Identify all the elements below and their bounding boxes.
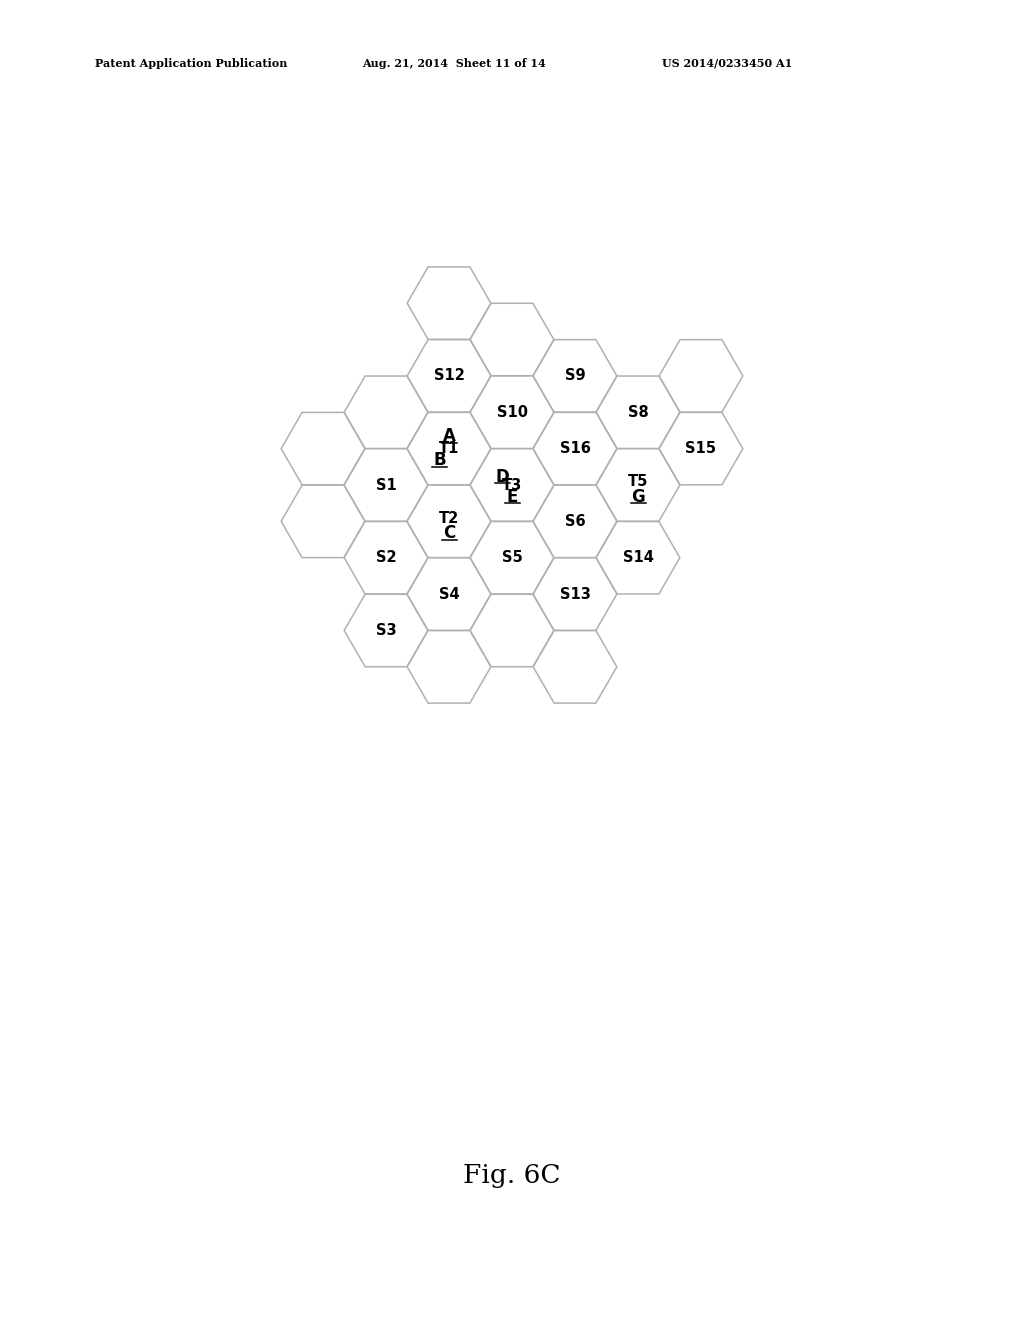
Polygon shape [470, 376, 554, 449]
Polygon shape [408, 558, 490, 631]
Polygon shape [659, 339, 742, 412]
Polygon shape [470, 449, 554, 521]
Text: G: G [631, 488, 645, 506]
Text: T5: T5 [628, 474, 648, 490]
Text: S15: S15 [685, 441, 717, 457]
Polygon shape [534, 339, 616, 412]
Text: S8: S8 [628, 405, 648, 420]
Text: Fig. 6C: Fig. 6C [463, 1163, 561, 1188]
Text: S6: S6 [564, 513, 586, 529]
Text: Patent Application Publication: Patent Application Publication [95, 58, 288, 69]
Text: S5: S5 [502, 550, 522, 565]
Polygon shape [596, 521, 680, 594]
Polygon shape [470, 521, 554, 594]
Text: D: D [496, 467, 510, 486]
Text: C: C [442, 524, 455, 543]
Text: US 2014/0233450 A1: US 2014/0233450 A1 [662, 58, 793, 69]
Text: S12: S12 [433, 368, 465, 383]
Polygon shape [470, 594, 554, 667]
Text: T2: T2 [439, 511, 459, 525]
Text: B: B [433, 451, 446, 470]
Polygon shape [408, 339, 490, 412]
Polygon shape [344, 521, 428, 594]
Text: S1: S1 [376, 478, 396, 492]
Text: S2: S2 [376, 550, 396, 565]
Polygon shape [470, 304, 554, 376]
Polygon shape [282, 486, 365, 557]
Polygon shape [408, 267, 490, 339]
Text: S10: S10 [497, 405, 527, 420]
Polygon shape [596, 449, 680, 521]
Polygon shape [659, 412, 742, 484]
Polygon shape [534, 486, 616, 557]
Polygon shape [408, 412, 490, 484]
Text: Aug. 21, 2014  Sheet 11 of 14: Aug. 21, 2014 Sheet 11 of 14 [362, 58, 546, 69]
Text: T3: T3 [502, 478, 522, 492]
Text: A: A [442, 428, 456, 445]
Text: T1: T1 [439, 441, 459, 457]
Polygon shape [282, 412, 365, 484]
Polygon shape [408, 486, 490, 557]
Text: S13: S13 [559, 586, 591, 602]
Polygon shape [408, 631, 490, 704]
Polygon shape [534, 412, 616, 484]
Polygon shape [534, 558, 616, 631]
Text: E: E [506, 488, 518, 506]
Polygon shape [344, 376, 428, 449]
Polygon shape [344, 449, 428, 521]
Text: S4: S4 [438, 586, 460, 602]
Text: S3: S3 [376, 623, 396, 638]
Text: S14: S14 [623, 550, 653, 565]
Text: S9: S9 [564, 368, 586, 383]
Polygon shape [344, 594, 428, 667]
Text: S16: S16 [559, 441, 591, 457]
Polygon shape [596, 376, 680, 449]
Polygon shape [534, 631, 616, 704]
